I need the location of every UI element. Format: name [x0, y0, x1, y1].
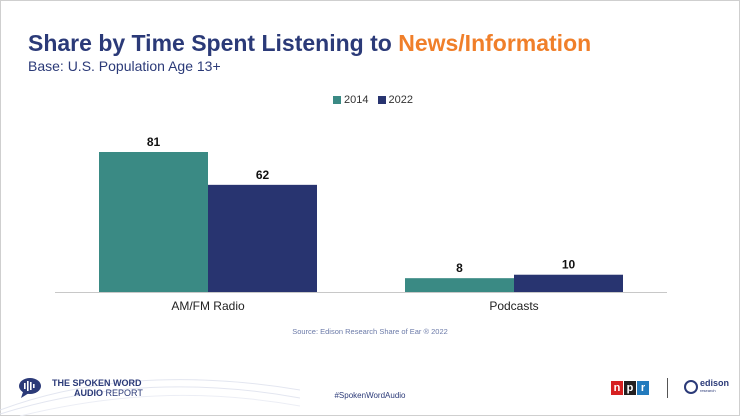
- brand-line-2: AUDIO REPORT: [74, 388, 143, 398]
- npr-letter-p: p: [624, 381, 636, 395]
- legend-swatch-2022: [377, 96, 386, 104]
- edison-ring-icon: [684, 380, 698, 394]
- npr-letter-n: n: [611, 381, 623, 395]
- bar-podcasts-2022: [514, 274, 623, 292]
- npr-letter-r: r: [637, 381, 649, 395]
- npr-logo: n p r: [611, 381, 650, 395]
- category-label-am-fm-radio: AM/FM Radio: [171, 299, 245, 313]
- data-label-am-fm-radio-2022: 62: [256, 168, 270, 182]
- legend-item-2014: 2014: [333, 94, 368, 106]
- data-label-podcasts-2022: 10: [562, 258, 576, 272]
- logo-divider: [667, 378, 668, 398]
- data-label-am-fm-radio-2014: 81: [147, 135, 161, 149]
- brand-line-1: THE SPOKEN WORD: [52, 378, 142, 388]
- legend-swatch-2014: [333, 96, 341, 104]
- chart-title-main: Share by Time Spent Listening to: [28, 30, 399, 56]
- bar-podcasts-2014: [405, 278, 514, 292]
- chart-legend: 2014 2022: [333, 94, 419, 107]
- decorative-swoosh: [0, 379, 300, 416]
- legend-item-2022: 2022: [377, 94, 414, 106]
- data-label-podcasts-2014: 8: [456, 261, 463, 275]
- edison-research-logo: edison research: [684, 379, 729, 395]
- chart-subtitle: Base: U.S. Population Age 13+: [28, 58, 221, 74]
- spoken-word-logo: THE SPOKEN WORD AUDIO REPORT: [18, 377, 143, 399]
- hashtag: #SpokenWordAudio: [334, 391, 406, 400]
- edison-name: edison: [700, 378, 730, 388]
- source-note: Source: Edison Research Share of Ear ® 2…: [292, 327, 448, 336]
- legend-label-2022: 2022: [388, 94, 414, 106]
- bar-chart: 81 62 AM/FM Radio 8 10 Podcasts: [55, 135, 667, 313]
- bar-am-fm-radio-2014: [99, 152, 208, 292]
- edison-sub: research: [700, 388, 716, 393]
- chart-title: Share by Time Spent Listening to News/In…: [28, 30, 591, 57]
- bar-am-fm-radio-2022: [208, 184, 317, 292]
- category-label-podcasts: Podcasts: [489, 299, 538, 313]
- speech-bubble-icon: [18, 377, 48, 399]
- legend-label-2014: 2014: [344, 94, 369, 106]
- chart-title-highlight: News/Information: [398, 30, 592, 56]
